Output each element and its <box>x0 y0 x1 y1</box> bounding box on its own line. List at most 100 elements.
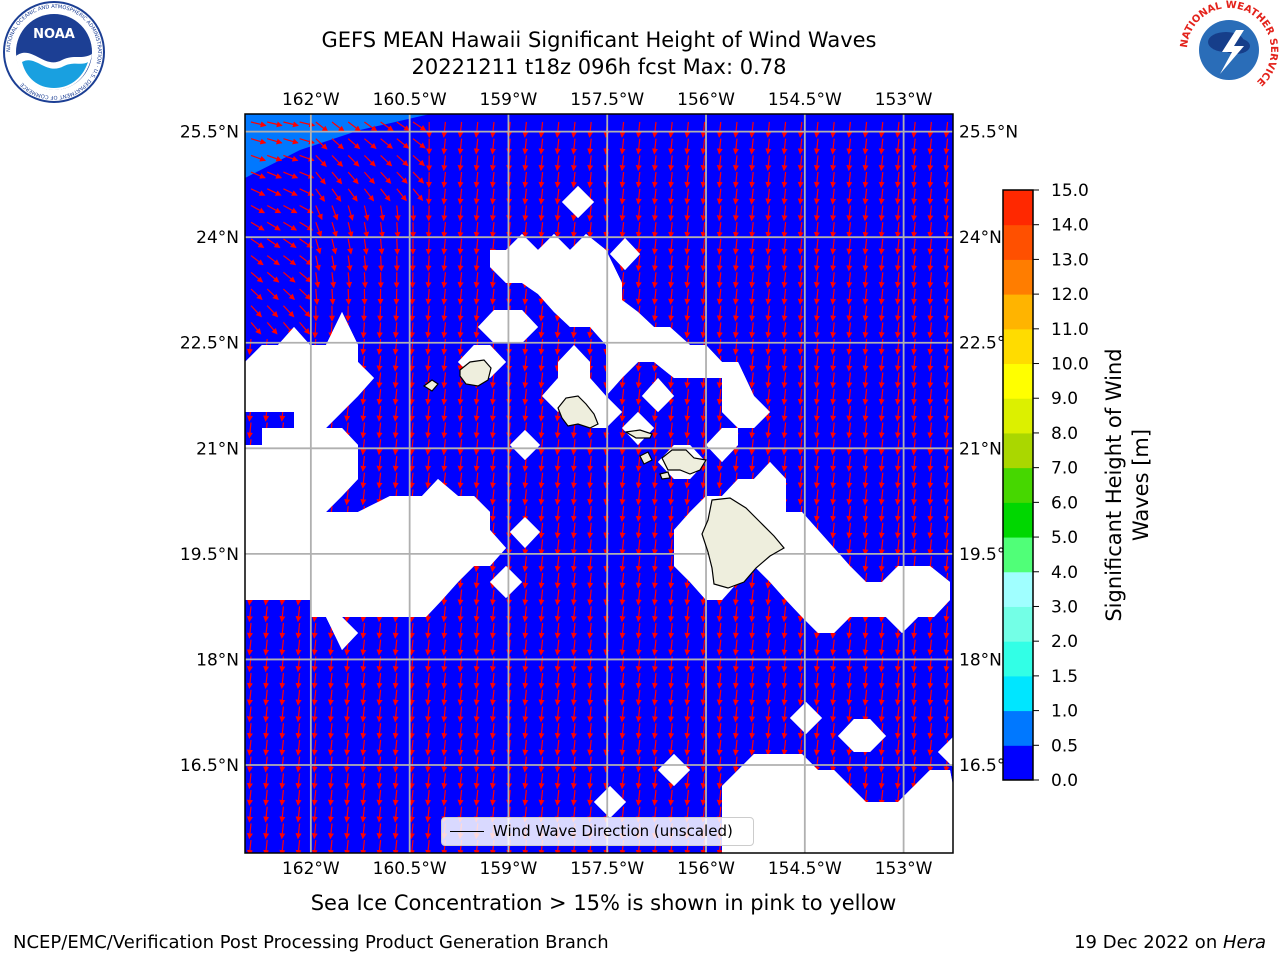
wave-arrow <box>716 272 723 289</box>
wave-arrow <box>862 121 869 138</box>
wave-arrow <box>927 188 934 205</box>
wave-arrow <box>765 272 772 289</box>
colorbar-tick-label: 11.0 <box>1051 320 1089 340</box>
colorbar-segment <box>1003 398 1033 434</box>
wave-arrow <box>538 355 545 372</box>
wave-arrow <box>651 222 658 239</box>
lat-tick-label-left: 21°N <box>196 439 239 459</box>
wave-arrow <box>315 154 327 168</box>
wave-arrow <box>732 222 739 239</box>
wave-arrow <box>846 255 853 272</box>
wave-arrow <box>425 272 432 289</box>
wave-arrow <box>473 121 480 138</box>
colorbar-segment <box>1003 467 1033 503</box>
colorbar-tick-label: 6.0 <box>1051 493 1078 513</box>
wave-arrow <box>749 155 756 172</box>
wave-arrow <box>619 422 626 439</box>
wave-arrow <box>266 322 278 335</box>
wave-arrow <box>765 188 772 205</box>
wave-arrow <box>846 138 853 155</box>
wave-arrow <box>943 322 950 339</box>
wave-arrow <box>668 205 675 222</box>
wave-arrow <box>813 205 820 222</box>
wave-arrow <box>878 272 885 289</box>
wave-arrow <box>635 389 642 406</box>
wave-arrow <box>554 422 561 439</box>
wave-arrow <box>813 339 820 355</box>
lon-tick-label-bottom: 162°W <box>282 859 340 879</box>
wave-arrow <box>862 288 869 305</box>
wave-arrow <box>894 355 901 372</box>
wave-arrow <box>749 188 756 205</box>
colorbar-segment <box>1003 328 1033 365</box>
wave-arrow <box>846 222 853 239</box>
wave-arrow <box>732 255 739 272</box>
wave-arrow <box>732 172 739 188</box>
colorbar-segment <box>1003 641 1033 677</box>
wave-arrow <box>363 205 370 222</box>
wave-arrow <box>635 272 642 289</box>
wave-arrow <box>441 222 448 239</box>
lon-tick-label-top: 153°W <box>875 90 933 110</box>
colorbar-tick-label: 0.5 <box>1051 736 1078 756</box>
wave-arrow <box>894 255 901 272</box>
wave-arrow <box>943 272 950 289</box>
wave-arrow <box>457 389 464 406</box>
lat-tick-label-right: 21°N <box>959 439 1002 459</box>
wave-arrow <box>846 238 853 255</box>
wave-arrow <box>716 255 723 272</box>
wave-arrow <box>457 272 464 289</box>
wave-arrow <box>862 272 869 289</box>
wave-arrow <box>749 272 756 289</box>
wave-arrow <box>911 205 918 222</box>
wave-arrow <box>927 138 934 155</box>
wave-arrow <box>781 389 788 406</box>
wave-arrow <box>846 172 853 188</box>
wave-arrow <box>538 322 545 339</box>
wave-arrow <box>943 222 950 239</box>
wave-arrow <box>457 205 464 222</box>
wave-arrow <box>716 305 723 322</box>
wave-arrow <box>651 305 658 322</box>
wave-arrow <box>716 222 723 239</box>
wave-arrow <box>282 288 296 300</box>
wave-arrow <box>862 238 869 255</box>
wave-arrow <box>457 422 464 439</box>
wave-arrow <box>732 138 739 155</box>
wave-arrow <box>441 355 448 372</box>
lon-tick-label-top: 157.5°W <box>570 90 644 110</box>
wave-arrow <box>716 339 723 355</box>
wave-arrow <box>376 372 383 389</box>
wave-arrow <box>412 138 426 149</box>
wave-arrow <box>392 339 399 355</box>
wave-arrow <box>425 205 432 222</box>
wave-arrow <box>619 138 626 155</box>
lat-tick-label-right: 18°N <box>959 650 1002 670</box>
wave-arrow <box>408 372 415 389</box>
colorbar-tick-label: 1.0 <box>1051 702 1078 722</box>
wave-arrow <box>587 138 594 155</box>
wave-arrow <box>927 155 934 172</box>
wave-arrow <box>716 322 723 339</box>
wave-arrow <box>830 205 837 222</box>
wave-arrow <box>441 389 448 406</box>
wave-arrow <box>927 322 934 339</box>
wave-arrow <box>684 272 691 289</box>
wave-arrow <box>749 355 756 372</box>
wave-arrow <box>927 339 934 355</box>
wave-arrow <box>246 422 253 439</box>
wave-arrow <box>522 405 529 422</box>
wave-arrow <box>911 222 918 239</box>
noaa-logo-icon: NATIONAL OCEANIC AND ATMOSPHERIC ADMINIS… <box>3 1 105 103</box>
wave-arrow <box>846 322 853 339</box>
wave-arrow <box>619 389 626 406</box>
wave-arrow <box>554 188 561 205</box>
wave-arrow <box>732 188 739 205</box>
wave-arrow <box>360 322 367 339</box>
wave-arrow <box>408 339 415 355</box>
wave-arrow <box>911 188 918 205</box>
wave-arrow <box>393 305 400 322</box>
wave-arrow <box>684 288 691 305</box>
wave-arrow <box>619 172 626 188</box>
wave-arrow <box>781 121 788 138</box>
